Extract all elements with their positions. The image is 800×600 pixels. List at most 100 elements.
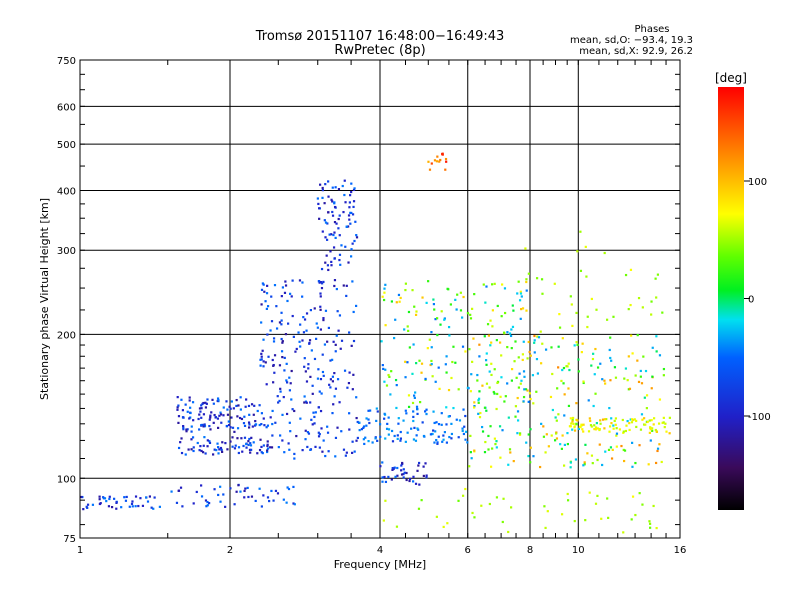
data-point [323,343,327,346]
data-point [586,315,589,318]
data-point [652,417,656,420]
data-point [400,469,403,472]
data-point [146,500,150,503]
data-point [266,449,269,452]
data-point [180,437,183,440]
data-point [532,402,535,405]
data-point [396,437,399,440]
data-point [190,438,193,441]
data-point [293,409,296,413]
data-point [519,382,522,385]
data-point [650,300,653,303]
data-point [628,387,632,390]
data-point [243,424,247,428]
data-point [260,505,263,508]
data-point [517,280,520,283]
data-point [537,336,541,339]
data-point [374,437,377,440]
data-point [219,500,222,503]
data-point [391,440,395,443]
data-point [396,434,399,437]
data-point [250,495,254,498]
data-point [198,428,201,431]
data-point [424,377,427,381]
data-point [612,424,615,427]
data-point [417,507,421,510]
data-point [424,462,427,465]
data-point [573,344,576,347]
data-point [450,422,453,425]
data-point [150,506,153,509]
data-point [348,201,351,204]
data-point [464,414,467,418]
data-point [621,418,624,422]
data-point [412,410,415,413]
data-point [347,261,350,264]
data-point [501,283,504,286]
data-point [651,346,654,349]
data-point [184,403,187,406]
data-point [309,448,312,452]
data-point [594,426,598,429]
data-point [208,501,211,505]
y-tick-label: 500 [57,140,76,151]
data-point [455,418,458,421]
colorbar-ticks: -100 0 100 [744,177,771,423]
data-point [220,421,223,424]
data-point [488,386,491,389]
data-point [620,444,623,448]
data-point [406,361,409,364]
data-point [221,441,224,444]
data-point [283,451,286,454]
data-point [416,408,419,411]
data-point [123,496,126,499]
data-point [491,309,494,312]
data-point [226,408,229,411]
data-point [315,322,318,325]
data-point [99,502,102,505]
data-point [295,347,298,351]
data-point [258,404,261,407]
data-point [437,435,440,438]
data-point [438,387,441,390]
data-point [262,360,265,363]
data-point [326,425,329,428]
data-point [649,526,652,529]
data-point [256,409,259,413]
data-point [310,349,313,352]
data-point [402,472,405,476]
data-point [404,360,407,363]
data-point [137,504,140,508]
data-point [355,439,358,442]
data-point [569,425,572,428]
data-point [212,421,215,424]
colorbar-tick-label: 100 [748,177,767,188]
data-point [647,463,650,466]
data-point [420,362,424,365]
data-point [560,447,564,450]
data-point [219,485,222,488]
data-point [493,392,496,395]
data-point [622,430,625,433]
data-point [185,428,188,431]
data-point [557,413,560,416]
data-point [328,233,331,236]
data-point [303,401,306,404]
data-point [312,411,315,414]
data-point [524,388,528,391]
data-point [344,454,347,457]
data-point [623,377,626,380]
data-point [329,378,332,381]
data-point [343,179,346,182]
data-point [337,227,340,230]
data-point [612,427,615,430]
data-point [187,448,190,451]
data-point [305,401,308,404]
data-point [629,268,633,271]
data-point [238,416,242,420]
data-point [247,440,250,443]
data-point [540,422,543,425]
data-point [265,426,268,429]
data-point [658,443,661,446]
data-point [550,434,553,437]
